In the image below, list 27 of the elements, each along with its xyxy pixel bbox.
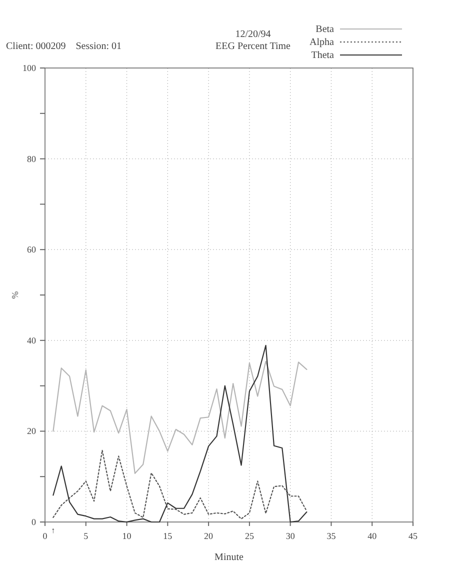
x-axis-title: Minute	[214, 552, 244, 563]
x-tick-label: 45	[408, 531, 418, 541]
x-tick-label: 30	[286, 531, 296, 541]
y-tick-label: 0	[32, 517, 36, 527]
y-tick-label: 20	[27, 426, 36, 436]
y-tick-label: 80	[27, 154, 36, 164]
x-tick-label: 5	[84, 531, 89, 541]
chart-title: EEG Percent Time	[216, 41, 292, 52]
y-axis-title: %	[10, 290, 20, 299]
x-tick-label: 10	[122, 531, 132, 541]
chart-subtitle: 12/20/94	[235, 29, 271, 40]
y-tick-label: 40	[27, 335, 36, 346]
x-tick-label: 40	[368, 531, 378, 541]
text: Beta	[316, 24, 335, 35]
x-tick-label: 15	[163, 531, 173, 541]
x-tick-label: 0	[42, 531, 48, 541]
y-tick-label: 60	[27, 244, 36, 255]
line-series	[52, 344, 308, 523]
x-tick-label: 35	[326, 531, 336, 541]
y-tick-label: 100	[22, 63, 36, 73]
annotation: ↑	[51, 526, 56, 535]
x-tick-label: 20	[204, 531, 214, 541]
line-series	[52, 450, 308, 520]
text: Client: 000209 Session: 01	[6, 41, 122, 52]
x-tick-label: 25	[244, 531, 254, 541]
text: Alpha	[310, 37, 335, 48]
text: Theta	[311, 50, 335, 61]
